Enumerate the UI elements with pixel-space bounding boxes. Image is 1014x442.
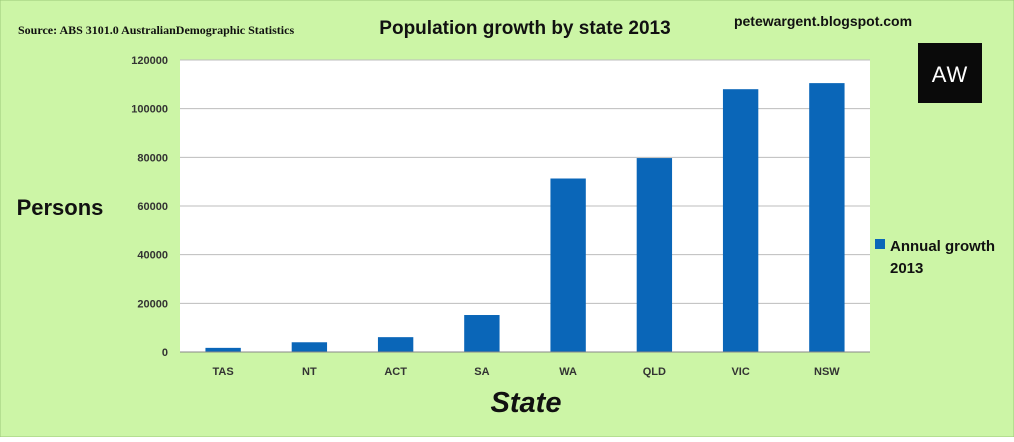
x-tick-label: TAS [213, 366, 234, 378]
y-tick-label: 40000 [137, 250, 168, 262]
bars [205, 83, 845, 352]
legend-label-line1: Annual growth [890, 238, 995, 255]
bar-vic [722, 89, 759, 352]
bar-nsw [809, 83, 845, 352]
bar-qld [636, 158, 673, 352]
bar-sa [464, 315, 500, 352]
x-tick-label: QLD [643, 366, 666, 378]
y-tick-label: 80000 [137, 152, 168, 164]
x-axis-title: State [491, 387, 562, 419]
bar-nt [291, 342, 328, 352]
x-tick-labels: TAS NT ACT SA WA QLD VIC NSW [213, 366, 841, 378]
logo-text: AW [932, 62, 969, 87]
x-tick-label: SA [474, 366, 489, 378]
bar-wa [550, 178, 586, 352]
y-axis-title: Persons [17, 195, 104, 220]
legend-label-line2: 2013 [890, 260, 923, 277]
x-tick-label: NT [302, 366, 317, 378]
y-tick-labels: 0 20000 40000 60000 80000 100000 120000 [131, 55, 168, 359]
y-tick-label: 20000 [137, 298, 168, 310]
x-tick-label: WA [559, 366, 577, 378]
source-note: Source: ABS 3101.0 AustralianDemographic… [18, 23, 294, 37]
y-tick-label: 100000 [131, 104, 168, 116]
y-tick-label: 120000 [131, 55, 168, 67]
legend-label: Annual growth 2013 [890, 238, 999, 277]
bar-tas [205, 347, 241, 352]
x-tick-label: VIC [731, 366, 749, 378]
x-tick-label: NSW [814, 366, 840, 378]
x-tick-label: ACT [384, 366, 407, 378]
y-tick-label: 60000 [137, 201, 168, 213]
legend-swatch [875, 239, 885, 249]
blog-url: petewargent.blogspot.com [734, 13, 912, 29]
chart-title: Population growth by state 2013 [379, 18, 670, 39]
y-tick-label: 0 [162, 347, 168, 359]
logo-badge [918, 43, 982, 103]
bar-act [377, 337, 414, 352]
